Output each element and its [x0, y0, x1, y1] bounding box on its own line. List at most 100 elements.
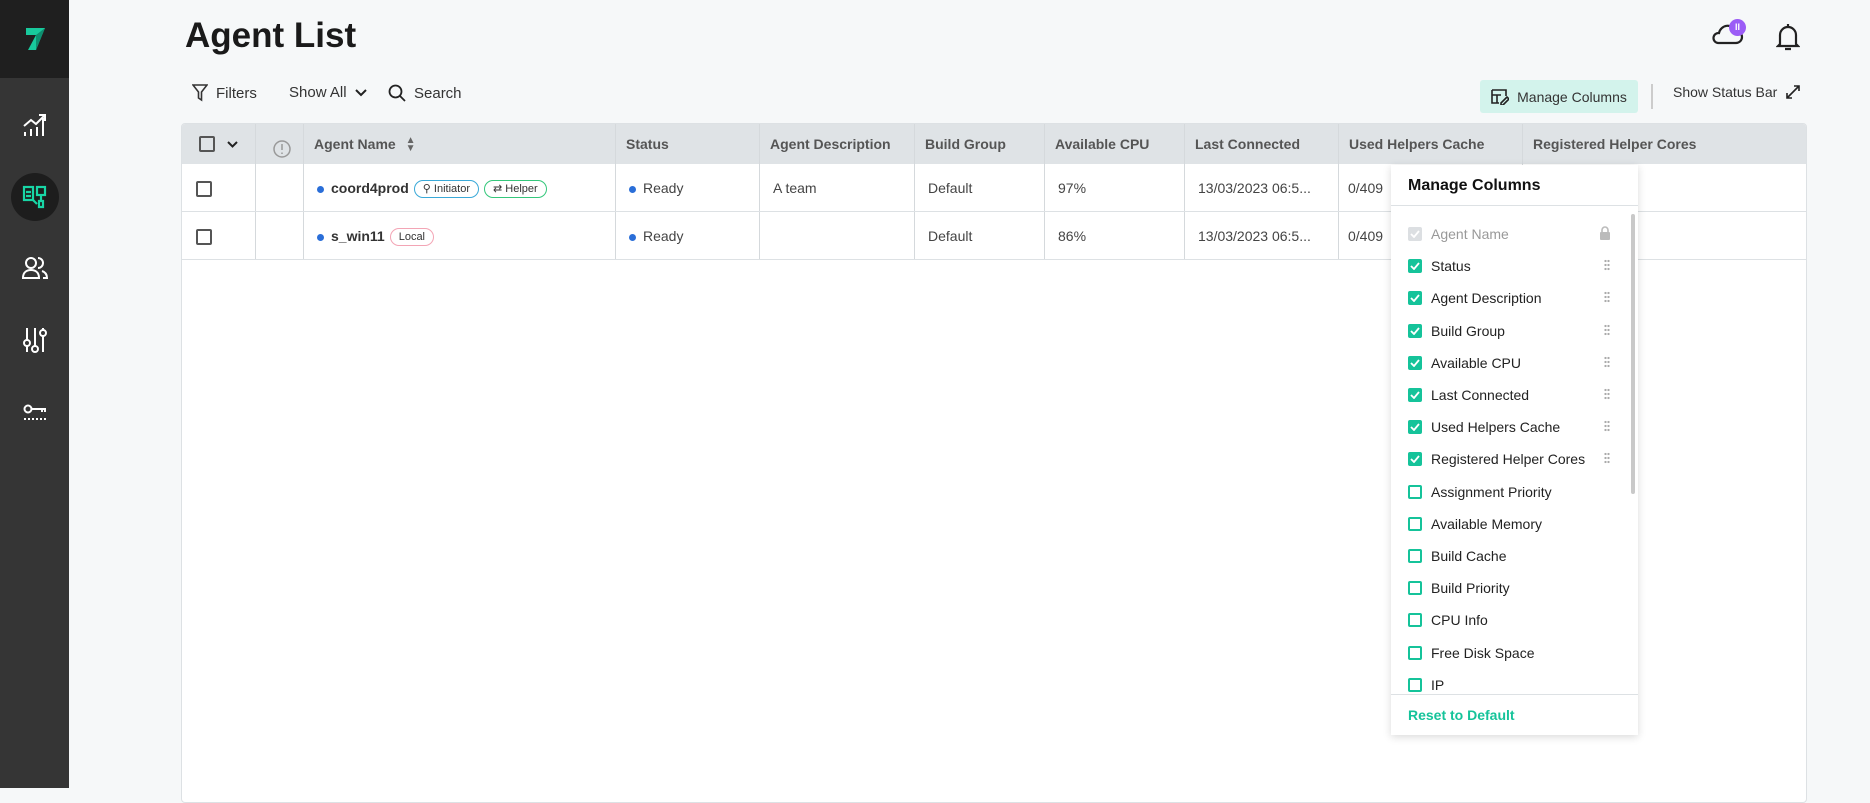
show-all-dropdown[interactable]: Show All [289, 84, 367, 101]
column-option[interactable]: Registered Helper Cores [1408, 447, 1618, 471]
column-option-label: Build Priority [1431, 580, 1510, 597]
filters-label: Filters [216, 84, 257, 102]
scrollbar[interactable] [1631, 214, 1635, 494]
users-icon [21, 257, 48, 279]
sidebar-item-agents[interactable] [0, 172, 69, 222]
column-checkbox[interactable] [1408, 516, 1422, 531]
drag-handle-icon[interactable] [1604, 291, 1610, 304]
manage-columns-label: Manage Columns [1517, 88, 1627, 105]
header-available-cpu[interactable]: Available CPU [1055, 136, 1150, 152]
column-option[interactable]: Used Helpers Cache [1408, 415, 1618, 439]
select-all-checkbox[interactable] [199, 136, 215, 152]
panel-title: Manage Columns [1408, 177, 1541, 194]
manage-columns-button[interactable]: Manage Columns [1480, 80, 1638, 113]
status-text: Ready [643, 180, 684, 196]
row-checkbox[interactable] [196, 181, 212, 198]
search-label: Search [414, 84, 462, 102]
tag-label: Initiator [433, 183, 470, 196]
column-checkbox[interactable] [1408, 420, 1422, 435]
sidebar-item-analytics[interactable] [0, 100, 69, 150]
sidebar-item-license[interactable] [0, 388, 69, 438]
column-option-label: Status [1431, 258, 1471, 275]
table-row[interactable]: coord4prod ⚲ Initiator ⇄ Helper Ready A te… [182, 164, 1806, 212]
column-option[interactable]: Available CPU [1408, 351, 1618, 375]
column-checkbox[interactable] [1408, 323, 1422, 338]
header-used-helpers-cache[interactable]: Used Helpers Cache [1349, 136, 1485, 152]
manage-columns-panel: Manage Columns Agent Name Status Agent Des… [1391, 165, 1638, 735]
column-option[interactable]: CPU Info [1408, 608, 1618, 632]
header-build-group[interactable]: Build Group [925, 136, 1006, 152]
agent-name[interactable]: coord4prod [331, 180, 409, 196]
column-option[interactable]: Agent Description [1408, 286, 1618, 310]
drag-handle-icon[interactable] [1604, 388, 1610, 400]
search-button[interactable]: Search [388, 84, 462, 102]
header-agent-name[interactable]: Agent Name ▲ ▼ [303, 124, 415, 164]
column-divider [759, 124, 760, 260]
column-option[interactable]: Assignment Priority [1408, 480, 1618, 504]
sidebar-item-settings[interactable] [0, 315, 69, 365]
column-option-label: Last Connected [1431, 387, 1530, 403]
column-checkbox[interactable] [1408, 259, 1422, 274]
column-option[interactable]: Status [1408, 254, 1618, 278]
column-option-label: Available CPU [1431, 354, 1522, 371]
logo[interactable] [0, 0, 69, 78]
column-checkbox[interactable] [1408, 291, 1422, 306]
header-label: Agent Name [314, 136, 396, 152]
table-row[interactable]: s_win11 Local Ready Default 86% 13/03/202… [182, 212, 1806, 260]
header-registered-helper-cores[interactable]: Registered Helper Cores [1533, 136, 1697, 152]
status-cell: Ready [615, 212, 683, 260]
column-option[interactable]: IP [1408, 673, 1618, 697]
header-status[interactable]: Status [626, 136, 669, 152]
column-checkbox[interactable] [1408, 388, 1422, 402]
check-icon [1410, 327, 1420, 335]
column-checkbox[interactable] [1408, 484, 1422, 499]
sidebar [0, 0, 69, 788]
row-checkbox[interactable] [196, 229, 212, 246]
show-all-label: Show All [289, 84, 347, 101]
filters-button[interactable]: Filters [192, 84, 257, 102]
bell-icon [1775, 24, 1801, 51]
column-option[interactable]: Build Group [1408, 319, 1618, 343]
drag-handle-icon[interactable] [1604, 420, 1610, 433]
header-last-connected[interactable]: Last Connected [1195, 136, 1301, 152]
column-checkbox[interactable] [1408, 581, 1422, 596]
column-checkbox[interactable] [1408, 355, 1422, 370]
column-divider [1338, 124, 1339, 260]
chevron-down-icon[interactable] [227, 140, 238, 148]
check-icon [1410, 423, 1420, 432]
sort-icon[interactable]: ▲ ▼ [405, 135, 416, 155]
description-cell: A team [773, 180, 817, 196]
column-checkbox[interactable] [1408, 645, 1422, 660]
select-all-control[interactable] [188, 124, 238, 164]
show-status-bar-button[interactable]: Show Status Bar [1673, 84, 1801, 100]
notifications-button[interactable] [1775, 22, 1801, 57]
column-option[interactable]: Free Disk Space [1408, 641, 1618, 665]
cache-cell: 0/409 [1348, 228, 1384, 244]
drag-handle-icon[interactable] [1604, 259, 1610, 272]
logo-icon [25, 28, 45, 50]
reset-to-default-button[interactable]: Reset to Default [1408, 707, 1515, 723]
alert-column-header [261, 134, 292, 158]
drag-handle-icon[interactable] [1604, 355, 1610, 368]
tag-label: Helper [505, 183, 538, 196]
drag-handle-icon[interactable] [1604, 323, 1610, 336]
column-checkbox[interactable] [1408, 677, 1422, 692]
divider [1651, 84, 1653, 109]
drag-handle-icon[interactable] [1604, 452, 1610, 465]
column-checkbox[interactable] [1408, 613, 1422, 628]
column-option[interactable]: Available Memory [1408, 512, 1618, 536]
cloud-badge: II [1729, 19, 1746, 36]
sidebar-item-users[interactable] [0, 243, 69, 293]
column-option[interactable]: Build Cache [1408, 544, 1618, 568]
check-icon [1410, 230, 1420, 238]
column-option[interactable]: Last Connected [1408, 383, 1618, 407]
row-select [182, 212, 212, 260]
header-agent-description[interactable]: Agent Description [770, 136, 891, 152]
column-checkbox[interactable] [1408, 452, 1422, 467]
column-checkbox[interactable] [1408, 549, 1422, 563]
column-option[interactable]: Build Priority [1408, 576, 1618, 600]
agent-name-cell: coord4prod ⚲ Initiator ⇄ Helper [303, 164, 547, 212]
column-option-label: Registered Helper Cores [1431, 451, 1586, 468]
agent-name[interactable]: s_win11 [331, 228, 385, 244]
lock-icon [1599, 226, 1611, 243]
